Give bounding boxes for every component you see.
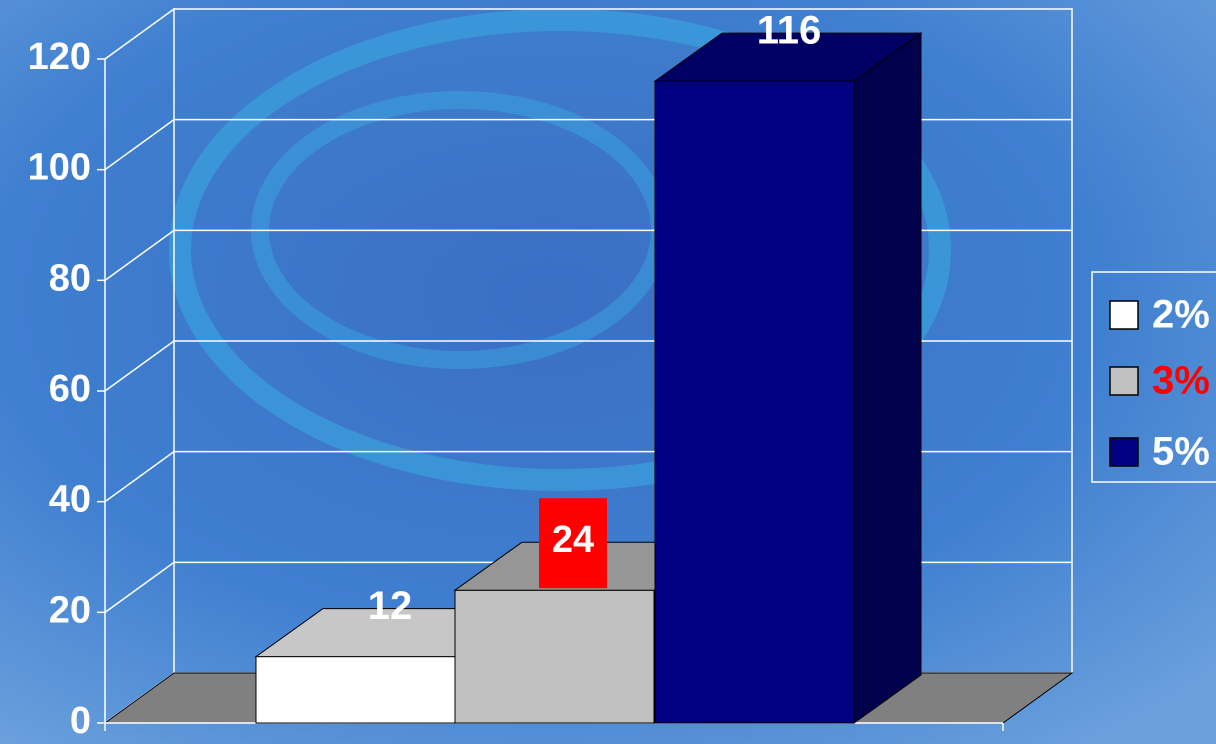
bar bbox=[454, 589, 655, 724]
bar bbox=[654, 80, 855, 724]
value-label: 12 bbox=[368, 584, 413, 628]
bar bbox=[255, 656, 456, 724]
value-label-background bbox=[539, 498, 607, 589]
decoration bbox=[169, 9, 951, 491]
y-tick-label: 60 bbox=[49, 368, 91, 410]
bar-side bbox=[853, 32, 922, 724]
value-label: 24 bbox=[552, 519, 594, 561]
legend-label: 5% bbox=[1152, 430, 1210, 474]
grid-line bbox=[104, 8, 1072, 60]
y-tick-label: 40 bbox=[49, 479, 91, 521]
y-tick-label: 80 bbox=[49, 257, 91, 299]
y-tick-label: 120 bbox=[28, 36, 91, 78]
legend-label: 3% bbox=[1152, 359, 1210, 403]
y-tick-label: 0 bbox=[70, 700, 91, 742]
y-tick-label: 20 bbox=[49, 589, 91, 631]
bar-top bbox=[653, 32, 923, 82]
legend-swatch bbox=[1109, 366, 1139, 396]
y-tick-label: 100 bbox=[28, 147, 91, 189]
legend-box bbox=[1091, 271, 1216, 483]
legend-label: 2% bbox=[1152, 293, 1210, 337]
legend-swatch bbox=[1109, 437, 1139, 467]
legend-swatch bbox=[1109, 300, 1139, 330]
value-label: 116 bbox=[757, 9, 822, 53]
